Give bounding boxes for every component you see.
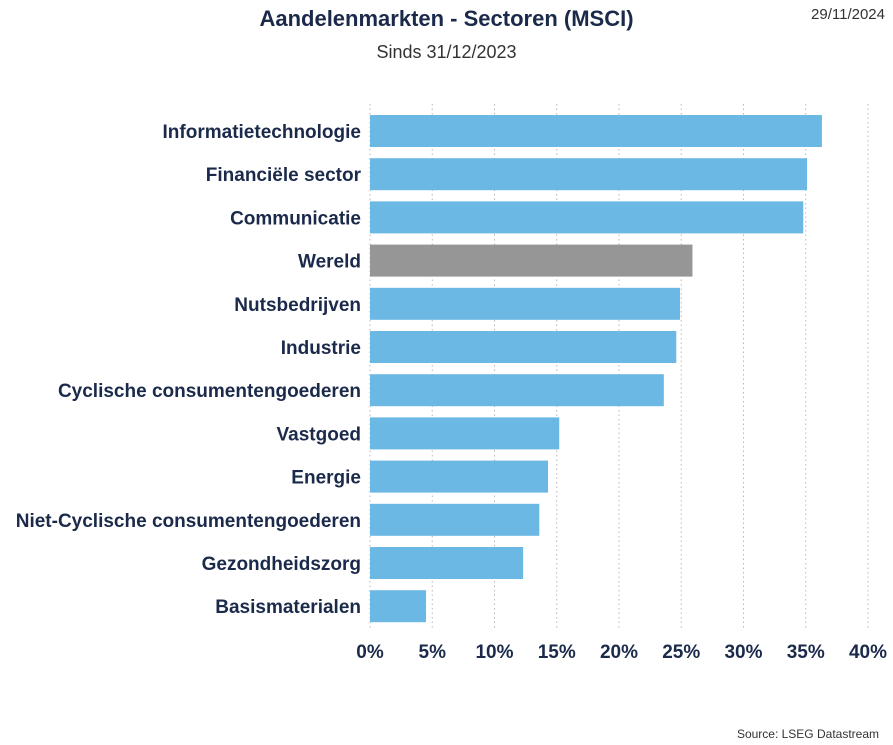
- category-label: Energie: [291, 468, 361, 489]
- x-tick-label: 25%: [662, 642, 700, 663]
- category-label: Vastgoed: [277, 424, 361, 445]
- bar: [370, 158, 807, 191]
- bar: [370, 417, 560, 450]
- x-tick-label: 15%: [538, 642, 576, 663]
- category-label: Industrie: [281, 338, 361, 359]
- bar: [370, 287, 681, 320]
- category-label: Communicatie: [230, 208, 361, 229]
- x-tick-label: 20%: [600, 642, 638, 663]
- source-note: Source: LSEG Datastream: [736, 727, 879, 741]
- bar: [370, 547, 524, 579]
- category-label: Gezondheidszorg: [202, 554, 361, 575]
- category-label: Nutsbedrijven: [234, 295, 361, 316]
- x-tick-label: 10%: [475, 642, 513, 663]
- category-label: Niet-Cyclische consumentengoederen: [16, 511, 361, 532]
- bar: [370, 331, 677, 363]
- category-label: Wereld: [298, 252, 361, 273]
- bar: [370, 503, 540, 536]
- category-label: Basismaterialen: [215, 597, 361, 618]
- bar: [370, 590, 427, 623]
- chart-title: Aandelenmarkten - Sectoren (MSCI): [259, 6, 634, 31]
- category-label: Financiële sector: [206, 165, 362, 186]
- x-tick-label: 40%: [849, 642, 887, 663]
- bar: [370, 201, 804, 234]
- chart-subtitle: Sinds 31/12/2023: [376, 42, 517, 62]
- bar: [370, 460, 549, 493]
- x-tick-label: 5%: [419, 642, 447, 663]
- date-stamp: 29/11/2024: [811, 6, 885, 23]
- category-label: Cyclische consumentengoederen: [58, 381, 361, 402]
- x-tick-label: 30%: [724, 642, 762, 663]
- bar: [370, 115, 822, 147]
- bar-highlight: [370, 244, 693, 277]
- x-tick-label: 0%: [356, 642, 384, 663]
- bar: [370, 374, 664, 407]
- x-tick-label: 35%: [787, 642, 825, 663]
- category-label: Informatietechnologie: [163, 122, 361, 143]
